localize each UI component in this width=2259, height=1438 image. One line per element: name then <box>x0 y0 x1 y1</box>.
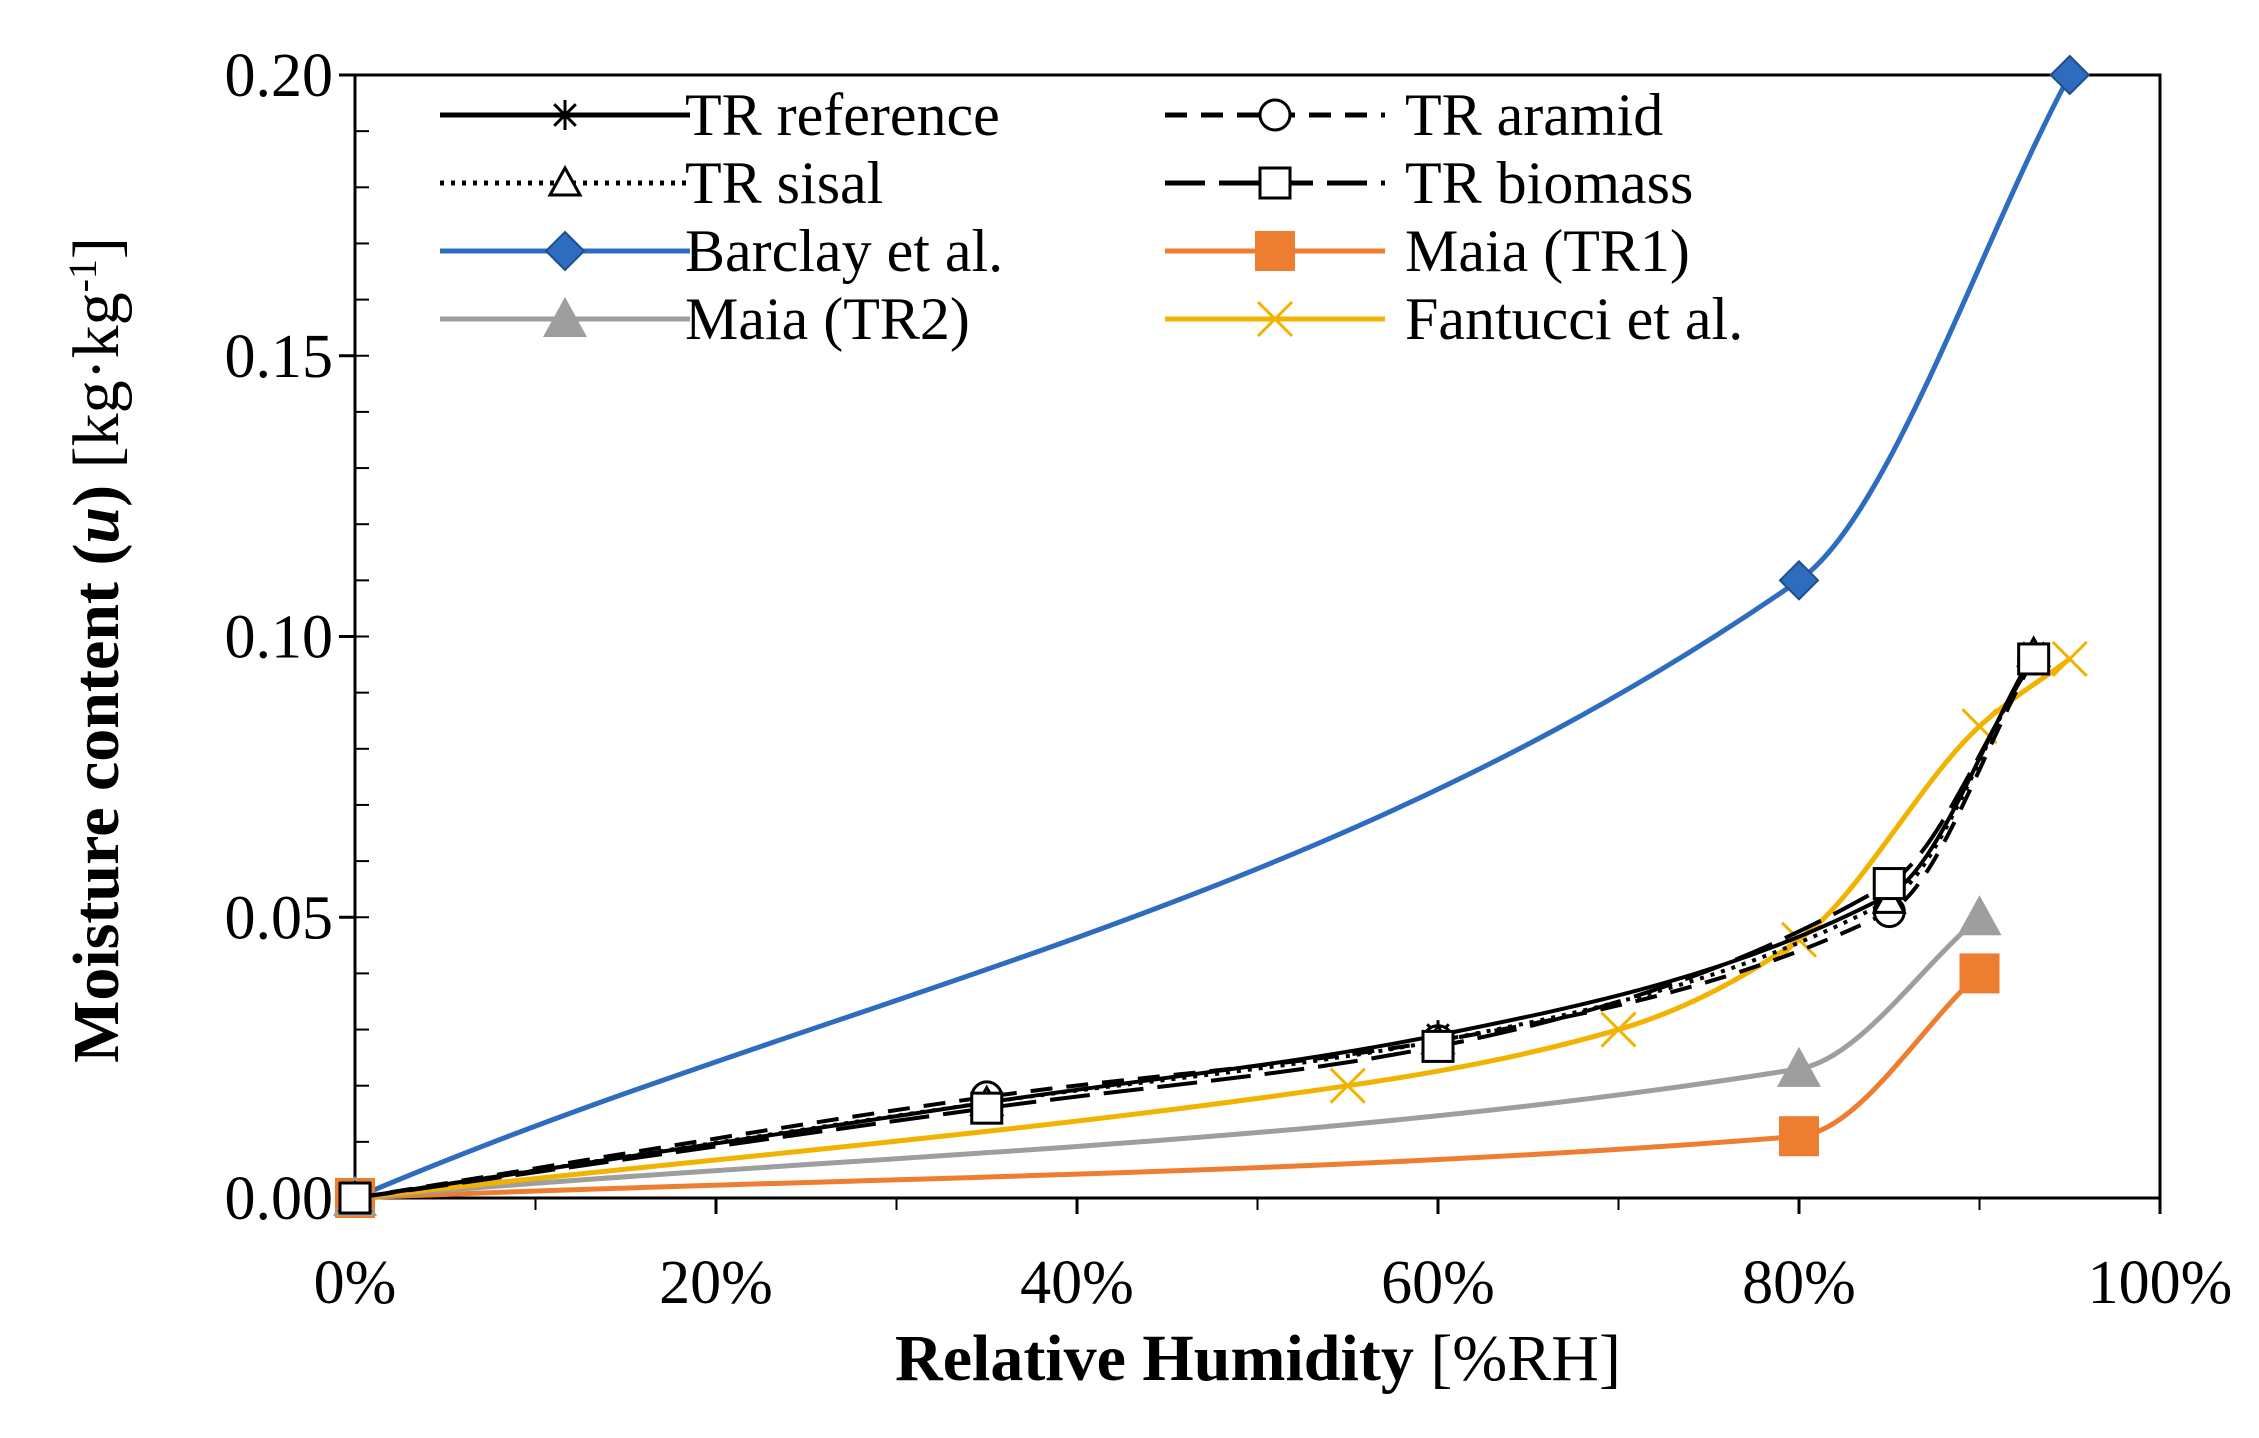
x-axis-title-bold: Relative Humidity <box>895 1322 1414 1395</box>
legend-item: TR aramid <box>1165 82 1663 148</box>
legend-item: TR reference <box>440 82 1000 148</box>
series-line <box>354 652 2036 1200</box>
legend-item: TR sisal <box>440 150 883 216</box>
legend-item: Maia (TR1) <box>1165 218 1690 284</box>
y-tick-label: 0.15 <box>225 323 334 391</box>
x-tick-label: 80% <box>1742 1249 1856 1317</box>
y-axis-title-exp: -1 <box>60 259 105 292</box>
legend-marker <box>550 100 580 130</box>
y-tick-label: 0.20 <box>225 42 334 110</box>
data-point <box>338 1181 372 1215</box>
legend-marker <box>1258 98 1292 132</box>
series-line <box>354 915 1982 1201</box>
y-axis-title-unit: [kg·kg <box>60 292 133 484</box>
legend-item: TR biomass <box>1165 150 1693 216</box>
data-point <box>1421 1029 1455 1063</box>
legend-marker <box>543 297 587 337</box>
legend-item: Fantucci et al. <box>1165 286 1743 352</box>
y-axis-title-bold: Moisture content ( <box>60 544 133 1063</box>
x-axis-title: Relative Humidity [%RH] <box>895 1322 1621 1395</box>
legend-label: TR aramid <box>1405 82 1663 148</box>
series-line <box>354 971 1982 1201</box>
series-maia-tr2 <box>333 895 2002 1216</box>
data-point <box>1959 953 2000 994</box>
legend: TR reference TR aramid TR sisal TR biomass B… <box>440 82 1743 352</box>
data-point <box>2051 640 2088 678</box>
y-axis-title: Moisture content (u) [kg·kg-1] <box>60 237 133 1063</box>
series-fantucci-et-al <box>336 640 2088 1217</box>
legend-marker <box>544 230 586 272</box>
series-line <box>354 656 2072 1201</box>
x-tick-label: 100% <box>2088 1249 2233 1317</box>
legend-marker <box>547 164 583 197</box>
x-axis-title-unit: [%RH] <box>1414 1322 1621 1395</box>
data-point <box>1779 1116 1819 1157</box>
series-line <box>354 657 2036 1200</box>
data-point <box>1957 895 2002 936</box>
legend-label: TR sisal <box>685 150 883 216</box>
data-point <box>2017 642 2051 676</box>
x-tick-label: 40% <box>1020 1249 1134 1317</box>
y-axis-title-close: ) <box>60 485 133 507</box>
series-line <box>354 73 2072 1201</box>
series-line <box>354 657 2036 1200</box>
data-point <box>2049 54 2091 96</box>
legend-marker <box>1256 300 1294 338</box>
plot-series <box>333 54 2091 1219</box>
legend-label: Fantucci et al. <box>1405 286 1743 352</box>
legend-item: Maia (TR2) <box>440 286 970 352</box>
x-tick-label: 20% <box>659 1249 773 1317</box>
data-point <box>1600 1011 1637 1048</box>
legend-label: TR biomass <box>1405 150 1693 216</box>
legend-marker <box>1258 166 1292 200</box>
x-tick-label: 60% <box>1381 1249 1495 1317</box>
series-tr-biomass <box>338 642 2051 1215</box>
legend-label: Maia (TR1) <box>1405 218 1690 284</box>
data-point <box>1777 1046 1821 1087</box>
series-barclay-et-al <box>334 54 2091 1219</box>
legend-item: Barclay et al. <box>440 218 1003 284</box>
x-tick-label: 0% <box>314 1249 397 1317</box>
y-axis-title-unit-close: ] <box>60 237 133 259</box>
legend-label: Maia (TR2) <box>685 286 970 352</box>
axis-titles: Relative Humidity [%RH] Moisture content… <box>60 237 1621 1395</box>
data-point <box>970 1091 1004 1125</box>
data-point <box>1872 867 1906 901</box>
y-tick-label: 0.05 <box>225 884 334 952</box>
data-point <box>1780 921 1818 958</box>
data-point <box>1778 559 1820 601</box>
y-tick-label: 0.00 <box>225 1165 334 1233</box>
data-point <box>1329 1067 1366 1104</box>
y-tick-label: 0.10 <box>225 604 334 672</box>
legend-label: TR reference <box>685 82 1000 148</box>
legend-label: Barclay et al. <box>685 218 1003 284</box>
axes: 0.00 0.05 0.10 0.15 0.20 0% 20% 40% 60% 80% 100% <box>225 42 2233 1317</box>
y-axis-title-var: u <box>60 507 133 544</box>
legend-marker <box>1255 231 1295 271</box>
